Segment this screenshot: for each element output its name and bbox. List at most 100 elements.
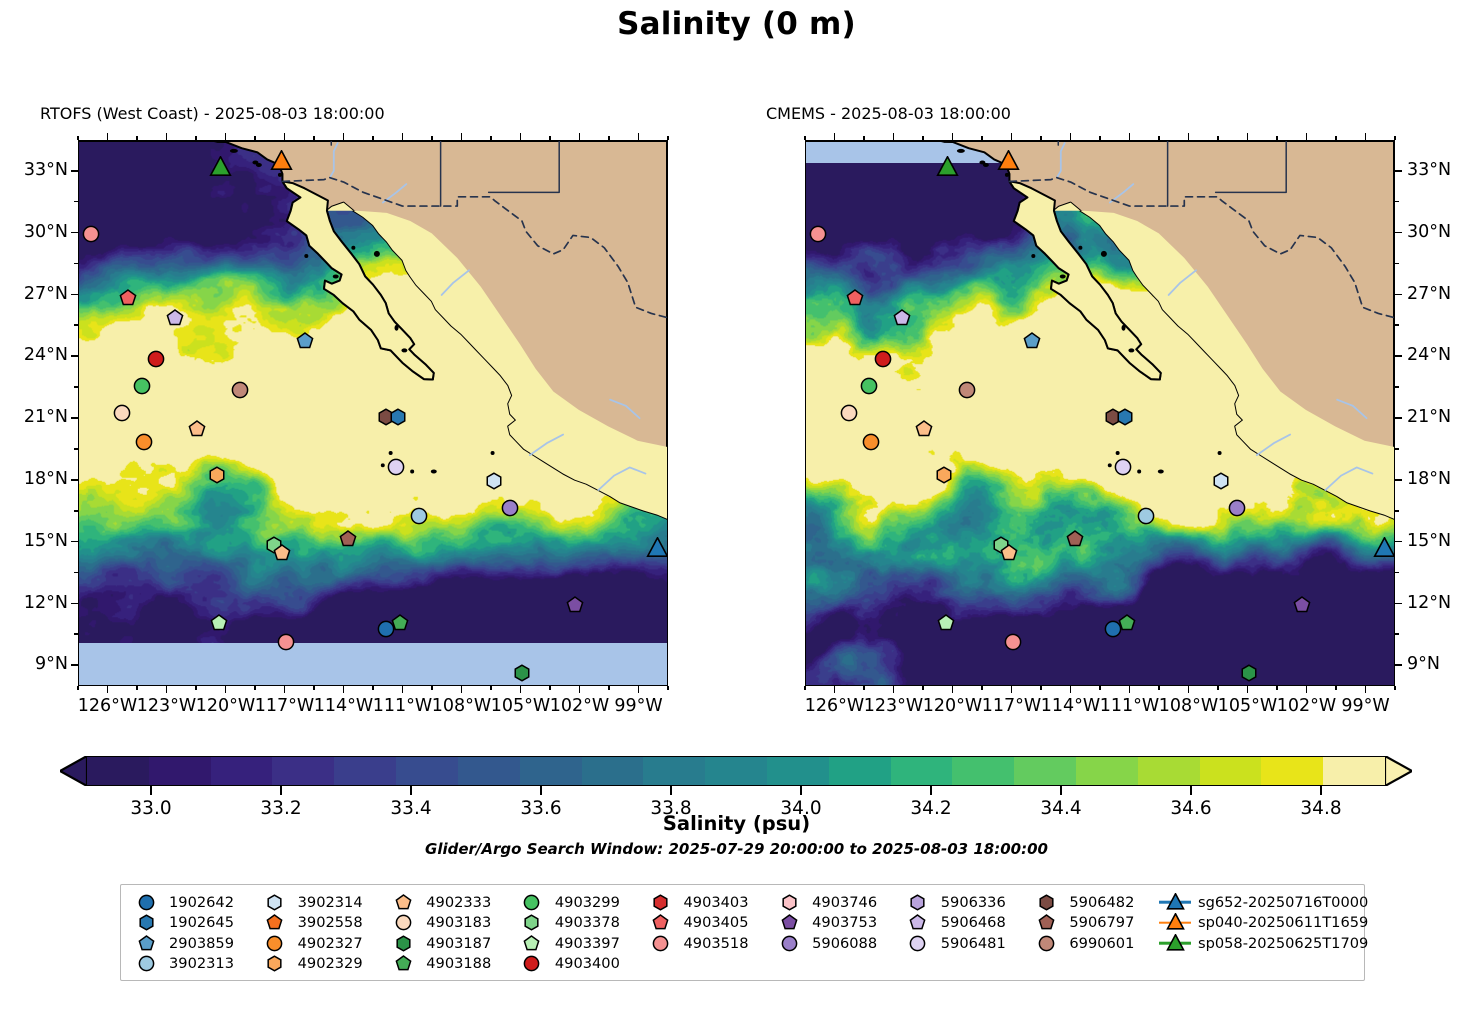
map-panel-rtofs[interactable] xyxy=(78,140,668,686)
legend-item-4903518[interactable]: 4903518 xyxy=(644,933,773,954)
lat-tick-cmems-27 xyxy=(1395,293,1402,296)
map-marker-1902642[interactable] xyxy=(1104,620,1122,642)
legend-item-4902333[interactable]: 4902333 xyxy=(386,892,515,913)
legend-column-7: 5906336 5906468 5906481 xyxy=(901,892,1030,954)
lon-label-rtofs--108: 108°W xyxy=(431,696,492,716)
legend-item-sp058-20250625T1709[interactable]: sp058-20250625T1709 xyxy=(1158,932,1368,954)
legend-item-4903378[interactable]: 4903378 xyxy=(515,913,644,934)
legend-item-1902642[interactable]: 1902642 xyxy=(129,892,258,913)
map-marker-sp058-20250625T1709[interactable] xyxy=(936,155,959,183)
lon-tick-top-cmems--126 xyxy=(833,133,836,140)
map-marker-4902333[interactable] xyxy=(1000,544,1018,566)
legend-item-4903403[interactable]: 4903403 xyxy=(644,892,773,913)
island-1 xyxy=(229,148,238,153)
legend-item-4902327[interactable]: 4902327 xyxy=(258,933,387,954)
map-marker-4903753[interactable] xyxy=(566,595,584,618)
map-marker-5906088[interactable] xyxy=(1228,499,1246,521)
legend-item-4902329[interactable]: 4902329 xyxy=(258,954,387,975)
map-panel-cmems[interactable] xyxy=(805,140,1395,686)
legend-item-5906797[interactable]: 5906797 xyxy=(1029,913,1158,934)
map-marker-5906468[interactable] xyxy=(166,309,184,331)
legend-item-4903183[interactable]: 4903183 xyxy=(386,913,515,934)
map-marker-6990601[interactable] xyxy=(958,381,976,403)
map-marker-2903859[interactable] xyxy=(296,331,314,354)
legend-item-4903187[interactable]: 4903187 xyxy=(386,933,515,954)
map-marker-1902642[interactable] xyxy=(377,620,395,642)
legend-item-5906088[interactable]: 5906088 xyxy=(772,933,901,954)
legend-item-3902313[interactable]: 3902313 xyxy=(129,954,258,975)
legend-item-4903753[interactable]: 4903753 xyxy=(772,913,901,934)
map-marker-4903753[interactable] xyxy=(1293,595,1311,618)
lon-minor-tick xyxy=(549,686,551,690)
colorbar[interactable]: 33.0 33.2 33.4 33.6 33.8 34.0 34.2 34.4 34.6 34.8 xyxy=(58,752,1414,819)
map-marker-4902329[interactable] xyxy=(208,466,226,488)
lon-tick-rtofs--108 xyxy=(460,686,463,693)
map-marker-5906481[interactable] xyxy=(1114,458,1132,480)
map-marker-sp040-20250611T1659[interactable] xyxy=(997,149,1020,177)
map-marker-4903188[interactable] xyxy=(1118,614,1136,636)
legend-marker-glyph xyxy=(266,914,283,931)
legend-item-4903405[interactable]: 4903405 xyxy=(644,913,773,934)
map-marker-4902333[interactable] xyxy=(188,420,206,442)
map-marker-4902333[interactable] xyxy=(915,420,933,442)
map-marker-4903183[interactable] xyxy=(840,404,858,426)
legend-item-4903299[interactable]: 4903299 xyxy=(515,892,644,913)
map-marker-4903188[interactable] xyxy=(391,614,409,636)
legend-item-3902558[interactable]: 3902558 xyxy=(258,913,387,934)
map-marker-3902313[interactable] xyxy=(410,507,428,529)
map-marker-4903299[interactable] xyxy=(860,377,878,399)
legend-item-5906336[interactable]: 5906336 xyxy=(901,892,1030,913)
map-marker-4903405[interactable] xyxy=(846,288,864,311)
map-marker-6990601[interactable] xyxy=(231,381,249,403)
map-marker-3902314[interactable] xyxy=(1212,472,1230,494)
map-marker-2903859[interactable] xyxy=(1023,331,1041,354)
map-marker-sg652-20250716T0000[interactable] xyxy=(1373,536,1394,564)
legend-item-4903188[interactable]: 4903188 xyxy=(386,954,515,975)
legend-item-sp040-20250611T1659[interactable]: sp040-20250611T1659 xyxy=(1158,912,1368,934)
legend-item-sg652-20250716T0000[interactable]: sg652-20250716T0000 xyxy=(1158,891,1368,913)
map-marker-4903518[interactable] xyxy=(277,633,295,655)
map-marker-4903400[interactable] xyxy=(874,350,892,372)
legend-item-4903400[interactable]: 4903400 xyxy=(515,954,644,975)
land-overlay xyxy=(79,141,667,520)
map-marker-4903299[interactable] xyxy=(133,377,151,399)
map-marker-5906088[interactable] xyxy=(501,499,519,521)
legend-column-8: 5906482 5906797 6990601 xyxy=(1029,892,1158,954)
map-marker-4903187[interactable] xyxy=(1240,663,1258,685)
map-marker-5906797[interactable] xyxy=(1066,529,1084,552)
map-marker-4902327[interactable] xyxy=(135,433,153,455)
legend-item-2903859[interactable]: 2903859 xyxy=(129,933,258,954)
map-marker-sp040-20250611T1659[interactable] xyxy=(270,149,293,177)
map-marker-4903400[interactable] xyxy=(147,350,165,372)
map-marker-4902327[interactable] xyxy=(862,433,880,455)
map-marker-5906797[interactable] xyxy=(339,529,357,552)
map-marker-5906481[interactable] xyxy=(387,458,405,480)
map-marker-1902645[interactable] xyxy=(389,408,407,430)
map-marker-3902314[interactable] xyxy=(485,472,503,494)
legend-item-1902645[interactable]: 1902645 xyxy=(129,913,258,934)
map-marker-4903187[interactable] xyxy=(513,663,531,685)
legend-item-5906481[interactable]: 5906481 xyxy=(901,933,1030,954)
map-marker-4903405[interactable] xyxy=(119,288,137,311)
legend-item-5906482[interactable]: 5906482 xyxy=(1029,892,1158,913)
legend-item-4903397[interactable]: 4903397 xyxy=(515,933,644,954)
platform-legend[interactable]: 1902642 1902645 2903859 3902313 3902314 39025… xyxy=(120,884,1368,981)
legend-item-4903746[interactable]: 4903746 xyxy=(772,892,901,913)
map-marker-3902313[interactable] xyxy=(1137,507,1155,529)
legend-item-5906468[interactable]: 5906468 xyxy=(901,913,1030,934)
map-marker-4903518[interactable] xyxy=(82,225,100,247)
legend-item-6990601[interactable]: 6990601 xyxy=(1029,933,1158,954)
map-marker-sp058-20250625T1709[interactable] xyxy=(209,155,232,183)
legend-item-3902314[interactable]: 3902314 xyxy=(258,892,387,913)
map-marker-4903397[interactable] xyxy=(937,614,955,636)
map-marker-4903397[interactable] xyxy=(210,614,228,636)
map-marker-sg652-20250716T0000[interactable] xyxy=(646,536,667,564)
map-marker-1902645[interactable] xyxy=(1116,408,1134,430)
map-marker-4902333[interactable] xyxy=(273,544,291,566)
map-marker-4903518[interactable] xyxy=(1004,633,1022,655)
map-marker-4903518[interactable] xyxy=(809,225,827,247)
map-marker-4903183[interactable] xyxy=(113,404,131,426)
map-marker-5906468[interactable] xyxy=(893,309,911,331)
island-5 xyxy=(1078,245,1083,250)
map-marker-4902329[interactable] xyxy=(935,466,953,488)
